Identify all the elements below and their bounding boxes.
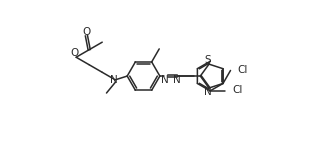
Text: O: O (82, 27, 91, 37)
Text: N: N (161, 75, 168, 85)
Text: Cl: Cl (232, 85, 243, 95)
Text: Cl: Cl (237, 65, 248, 74)
Text: N: N (173, 75, 181, 85)
Text: N: N (204, 87, 212, 97)
Text: S: S (205, 55, 211, 65)
Text: O: O (71, 48, 79, 58)
Text: N: N (110, 75, 117, 85)
